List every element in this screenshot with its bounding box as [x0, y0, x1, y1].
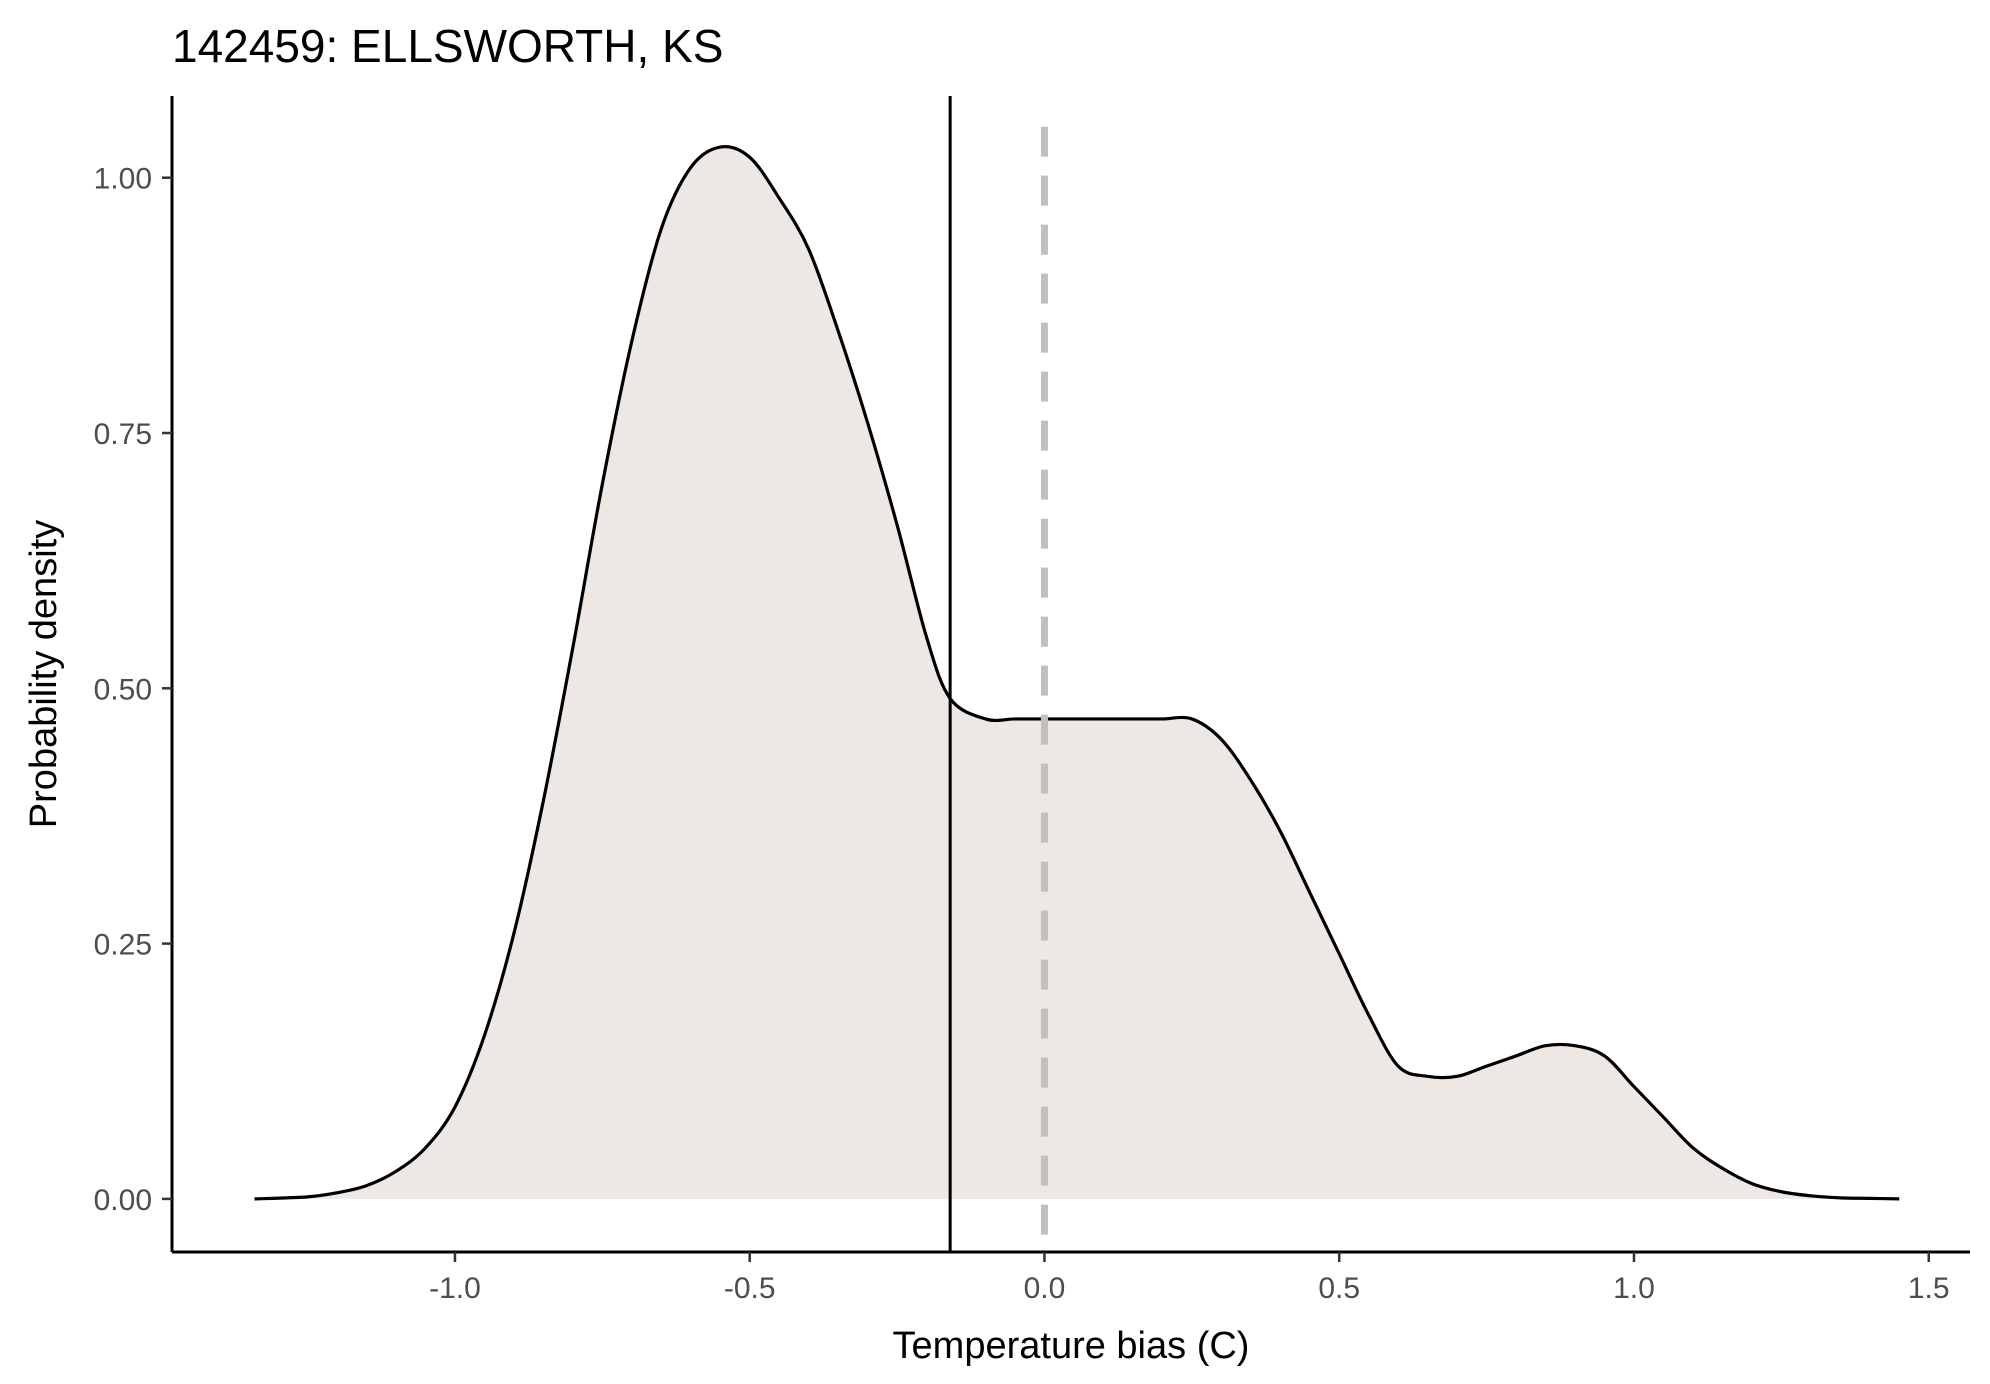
x-axis-ticks: -1.0 -0.5 0.0 0.5 1.0 1.5 — [429, 1252, 1950, 1305]
x-axis-title: Temperature bias (C) — [893, 1325, 1250, 1367]
y-axis-ticks: 0.00 0.25 0.50 0.75 1.00 — [94, 163, 172, 1217]
plot-area — [254, 96, 1900, 1252]
y-axis-title: Probability density — [23, 520, 65, 828]
density-area-fill — [254, 146, 1900, 1199]
y-tick-label: 1.00 — [94, 163, 152, 196]
x-tick-label: 1.5 — [1908, 1272, 1950, 1305]
y-tick-label: 0.50 — [94, 673, 152, 706]
y-tick-label: 0.00 — [94, 1184, 152, 1217]
x-tick-label: 1.0 — [1613, 1272, 1655, 1305]
x-tick-label: 0.0 — [1024, 1272, 1066, 1305]
x-tick-label: -0.5 — [724, 1272, 776, 1305]
y-tick-label: 0.25 — [94, 929, 152, 962]
x-tick-label: -1.0 — [429, 1272, 481, 1305]
chart-title: 142459: ELLSWORTH, KS — [172, 20, 723, 72]
axes — [170, 96, 1970, 1254]
y-tick-label: 0.75 — [94, 418, 152, 451]
x-tick-label: 0.5 — [1318, 1272, 1360, 1305]
density-curve-line — [254, 145, 1900, 1201]
